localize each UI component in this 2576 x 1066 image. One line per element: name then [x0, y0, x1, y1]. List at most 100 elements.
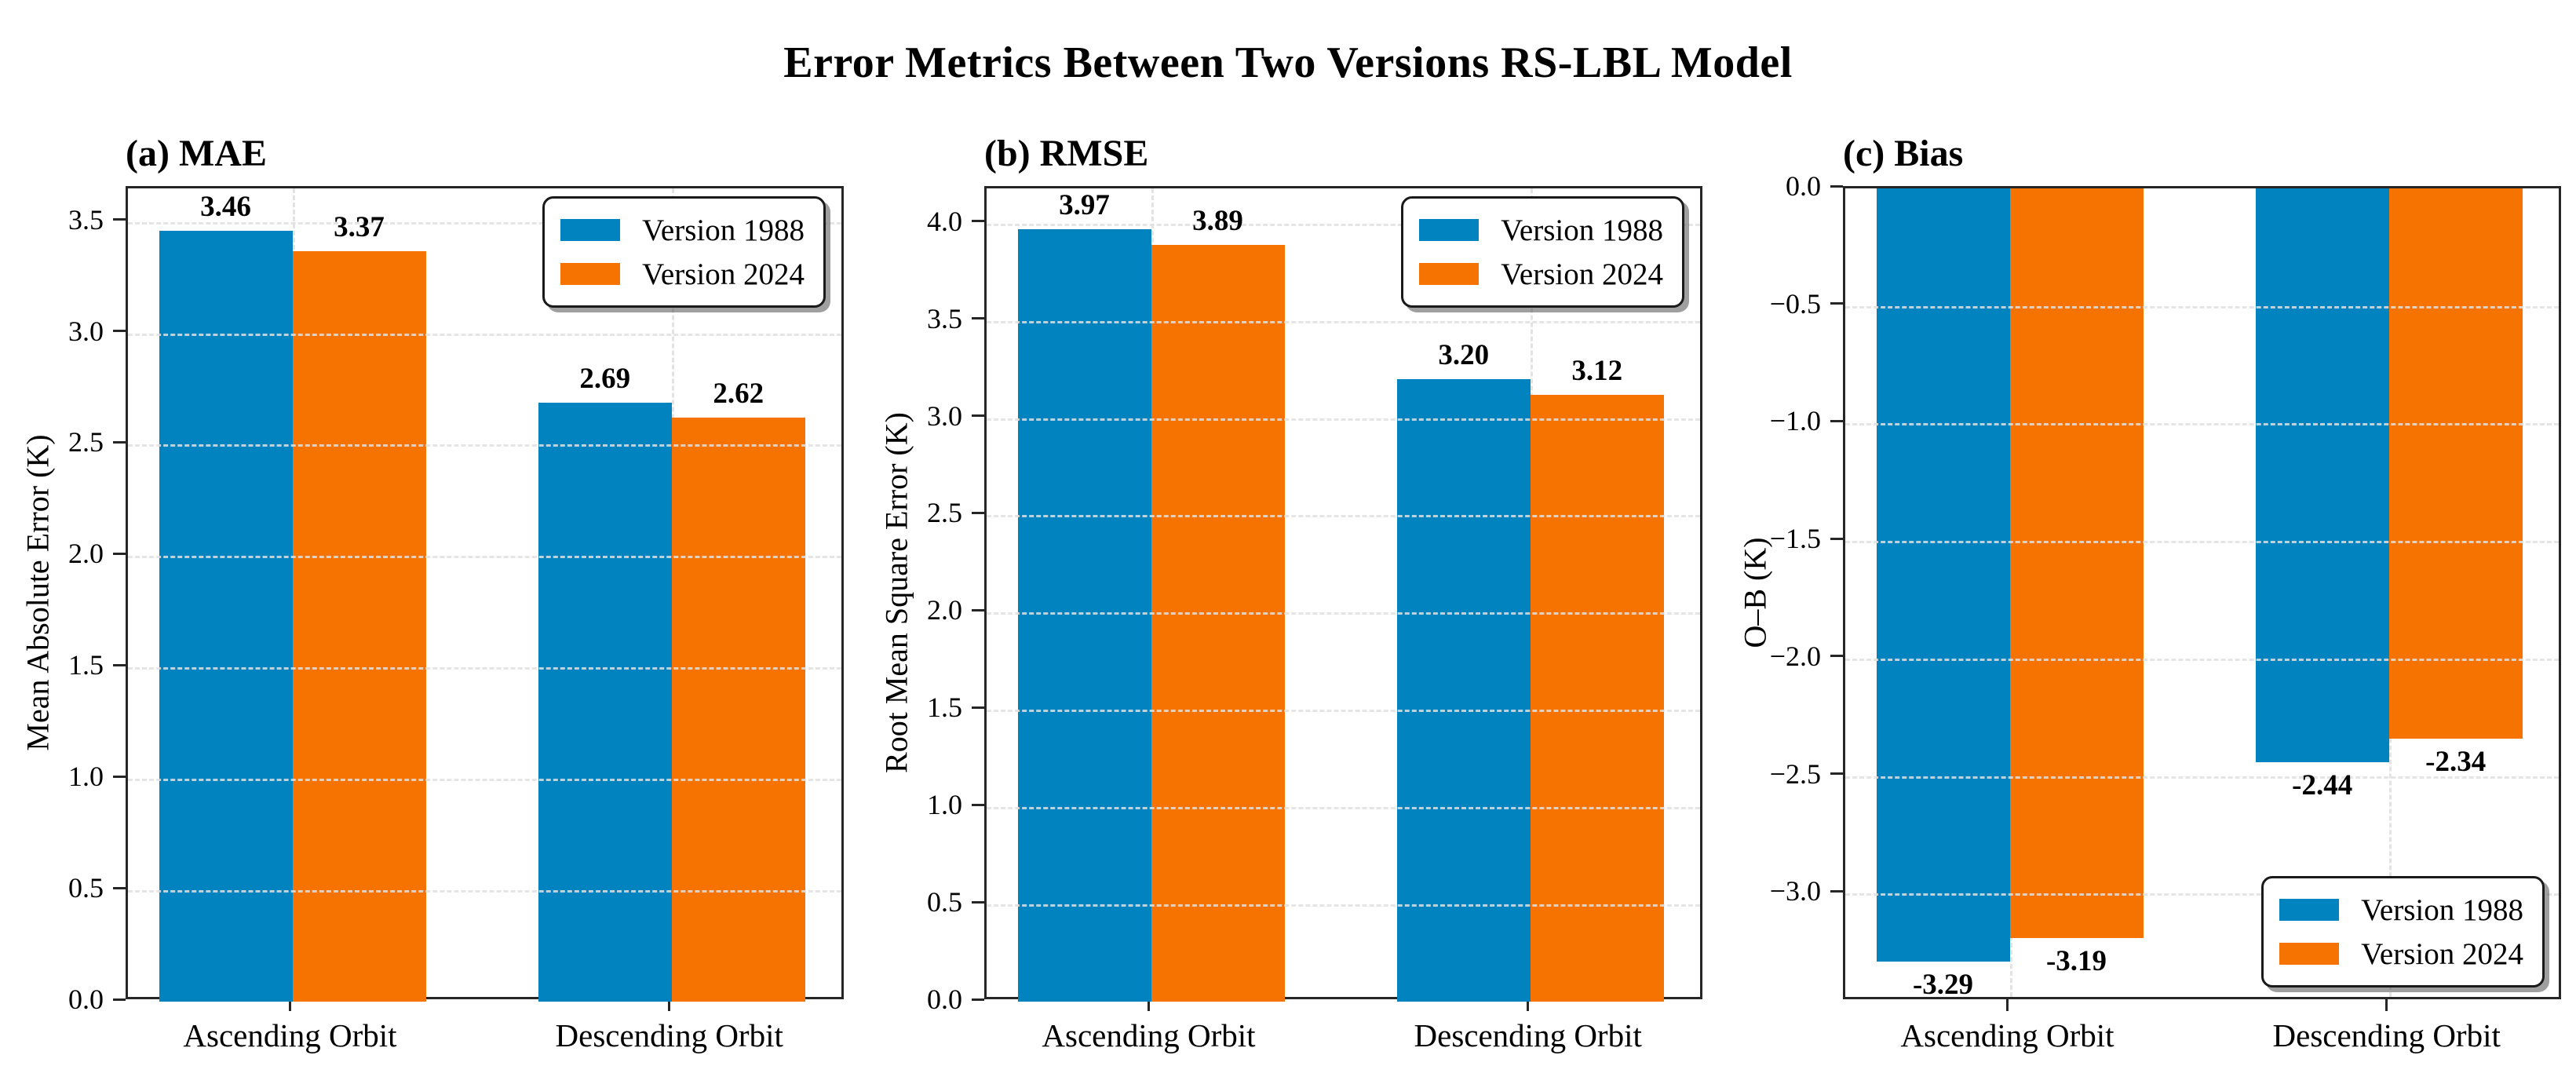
y-tick-mark	[972, 414, 984, 417]
gridline-horizontal	[128, 333, 841, 336]
y-tick-mark	[113, 775, 126, 778]
y-tick-label: 2.0	[68, 538, 104, 570]
x-tick-mark	[1148, 999, 1150, 1011]
y-tick-mark	[972, 608, 984, 611]
bar-version-1988-ascending-orbit	[159, 230, 293, 1002]
y-tick-mark	[1830, 772, 1843, 776]
bar-version-2024-ascending-orbit	[292, 250, 426, 1002]
gridline-horizontal	[987, 515, 1700, 518]
y-tick-mark	[1830, 184, 1843, 188]
x-tick-mark	[668, 999, 671, 1011]
bar-value-label: 3.12	[1571, 354, 1623, 387]
legend-swatch-version-2024	[2279, 943, 2340, 965]
legend-label: Version 1988	[642, 213, 805, 247]
gridline-horizontal	[128, 667, 841, 670]
y-tick-label: 2.5	[68, 426, 104, 458]
legend-item-version-2024: Version 2024	[560, 252, 805, 296]
legend-label: Version 2024	[2361, 936, 2523, 971]
y-tick-label: 1.0	[68, 761, 104, 793]
y-tick-label: −2.0	[1769, 640, 1821, 672]
gridline-horizontal	[128, 221, 841, 225]
gridline-horizontal	[987, 904, 1700, 907]
bar-value-label: 3.89	[1192, 204, 1243, 237]
legend-item-version-1988: Version 1988	[2279, 888, 2523, 932]
gridline-horizontal	[1845, 893, 2559, 896]
panel-title: (a) MAE	[126, 133, 267, 174]
bar-version-1988-descending-orbit	[1396, 378, 1531, 1002]
gridline-horizontal	[128, 556, 841, 559]
bar-value-label: 2.69	[579, 362, 631, 395]
gridline-horizontal	[1845, 423, 2559, 426]
y-tick-mark	[972, 900, 984, 904]
legend-label: Version 1988	[1501, 213, 1663, 247]
bar-value-label: 3.97	[1059, 189, 1110, 221]
legend-swatch-version-1988	[2279, 899, 2340, 921]
x-tick-mark	[289, 999, 291, 1011]
bar-version-2024-descending-orbit	[671, 418, 805, 1002]
bar-version-1988-ascending-orbit	[1876, 188, 2010, 962]
bar-value-label: 2.62	[713, 378, 764, 411]
y-tick-label: 0.5	[927, 886, 962, 918]
plot-area: 3.46 2.69 3.37 2.62 Version 1988 Version 2024	[126, 186, 844, 1002]
legend-label: Version 2024	[642, 257, 805, 291]
y-tick-mark	[1830, 655, 1843, 658]
y-tick-mark	[972, 706, 984, 709]
y-tick-mark	[113, 998, 126, 1001]
bar-value-label: -2.34	[2425, 745, 2487, 778]
legend: Version 1988 Version 2024	[542, 196, 826, 308]
x-tick-mark	[2006, 999, 2009, 1011]
y-tick-mark	[113, 440, 126, 444]
y-tick-label: 3.0	[68, 315, 104, 347]
y-tick-mark	[113, 330, 126, 332]
y-tick-mark	[113, 886, 126, 889]
gridline-horizontal	[987, 807, 1700, 810]
figure-title: Error Metrics Between Two Versions RS-LB…	[783, 38, 1793, 87]
bar-version-2024-ascending-orbit	[1151, 244, 1285, 1002]
x-tick-mark	[2385, 999, 2388, 1011]
legend-item-version-1988: Version 1988	[1419, 208, 1663, 252]
y-tick-label: 3.0	[927, 400, 962, 432]
legend-label: Version 2024	[1501, 257, 1663, 291]
bar-version-2024-ascending-orbit	[2009, 188, 2144, 939]
legend-swatch-version-2024	[560, 263, 621, 285]
x-category-label-descending-orbit: Descending Orbit	[1414, 1017, 1642, 1053]
y-tick-label: −1.0	[1769, 405, 1821, 437]
legend-item-version-1988: Version 1988	[560, 208, 805, 252]
y-tick-mark	[972, 317, 984, 319]
bar-value-label: -2.44	[2292, 768, 2353, 801]
y-tick-label: 2.0	[927, 594, 962, 626]
gridline-horizontal	[987, 612, 1700, 615]
y-tick-mark	[1830, 889, 1843, 893]
gridline-horizontal	[128, 890, 841, 893]
y-tick-mark	[1830, 302, 1843, 305]
y-tick-label: 1.0	[927, 789, 962, 821]
bar-value-label: 3.20	[1438, 338, 1490, 371]
x-category-label-descending-orbit: Descending Orbit	[2272, 1017, 2501, 1053]
y-tick-label: −2.5	[1769, 758, 1821, 790]
x-tick-mark	[1527, 999, 1530, 1011]
gridline-horizontal	[1845, 541, 2559, 544]
legend-swatch-version-1988	[560, 219, 621, 241]
x-category-label-ascending-orbit: Ascending Orbit	[183, 1017, 397, 1053]
bar-value-label: -3.19	[2045, 945, 2107, 978]
y-tick-label: 0.5	[68, 872, 104, 904]
bar-version-1988-ascending-orbit	[1017, 229, 1151, 1002]
y-tick-label: 0.0	[68, 984, 104, 1015]
bar-value-label: -3.29	[1912, 969, 1974, 1002]
y-tick-mark	[1830, 537, 1843, 540]
y-tick-mark	[972, 803, 984, 806]
chart-panel-bias: (c) Bias O–B (K) -3.29 -2.44 -3.19 -2.34 Versi…	[1717, 0, 2576, 1066]
y-tick-mark	[113, 218, 126, 221]
bar-version-1988-descending-orbit	[2255, 188, 2389, 762]
x-category-label-descending-orbit: Descending Orbit	[555, 1017, 783, 1053]
y-tick-mark	[113, 552, 126, 555]
legend-item-version-2024: Version 2024	[2279, 932, 2523, 976]
y-tick-mark	[972, 998, 984, 1001]
legend-item-version-2024: Version 2024	[1419, 252, 1663, 296]
gridline-horizontal	[128, 779, 841, 782]
chart-panel-rmse: (b) RMSE Root Mean Square Error (K) 3.97 3.…	[859, 0, 1717, 1066]
gridline-horizontal	[987, 223, 1700, 226]
y-tick-mark	[972, 220, 984, 223]
panel-title: (c) Bias	[1843, 133, 1964, 174]
